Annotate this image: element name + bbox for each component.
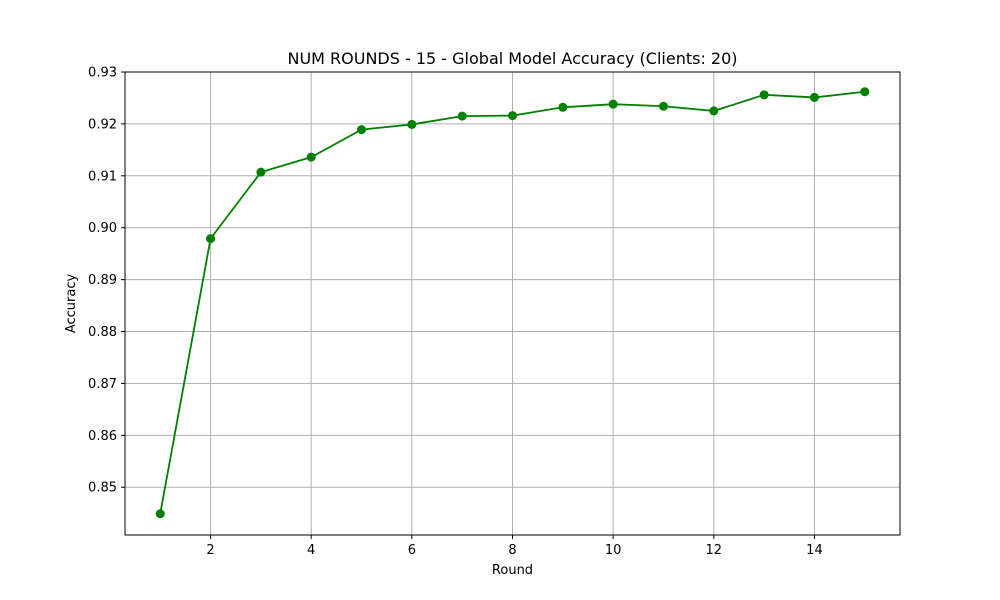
data-point xyxy=(357,125,367,135)
data-point xyxy=(860,87,870,97)
y-axis: 0.85 0.86 0.87 0.88 0.89 0.90 0.91 0.92 0.93 xyxy=(88,66,125,496)
y-tick-label: 0.90 xyxy=(88,221,117,236)
data-point xyxy=(407,119,417,129)
y-tick-label: 0.92 xyxy=(88,117,117,132)
y-tick-label: 0.93 xyxy=(88,66,117,81)
data-point xyxy=(256,167,266,177)
x-tick-label: 4 xyxy=(307,543,315,558)
chart-title: NUM ROUNDS - 15 - Global Model Accuracy … xyxy=(287,49,737,68)
x-tick-label: 10 xyxy=(605,543,622,558)
y-axis-label: Accuracy xyxy=(64,274,79,334)
data-point xyxy=(457,111,467,121)
y-tick-label: 0.91 xyxy=(88,169,117,184)
data-point xyxy=(709,106,719,116)
y-tick-label: 0.85 xyxy=(88,481,117,496)
data-point xyxy=(759,90,769,100)
data-point xyxy=(306,152,316,162)
x-tick-label: 14 xyxy=(806,543,823,558)
x-tick-label: 6 xyxy=(408,543,416,558)
y-tick-label: 0.87 xyxy=(88,377,117,392)
x-tick-label: 2 xyxy=(206,543,214,558)
x-axis: 2 4 6 8 10 12 14 xyxy=(206,535,823,558)
data-series xyxy=(155,87,870,519)
y-tick-label: 0.86 xyxy=(88,429,117,444)
data-point xyxy=(608,99,618,109)
x-tick-label: 12 xyxy=(706,543,723,558)
data-point xyxy=(508,111,517,121)
x-tick-label: 8 xyxy=(508,543,516,558)
data-point xyxy=(206,234,216,244)
data-point xyxy=(558,102,568,112)
y-tick-label: 0.88 xyxy=(88,325,117,340)
x-axis-label: Round xyxy=(492,563,533,578)
y-tick-label: 0.89 xyxy=(88,273,117,288)
data-point xyxy=(809,92,819,102)
data-point xyxy=(658,101,668,111)
grid-lines xyxy=(125,71,900,535)
data-point xyxy=(155,509,165,519)
